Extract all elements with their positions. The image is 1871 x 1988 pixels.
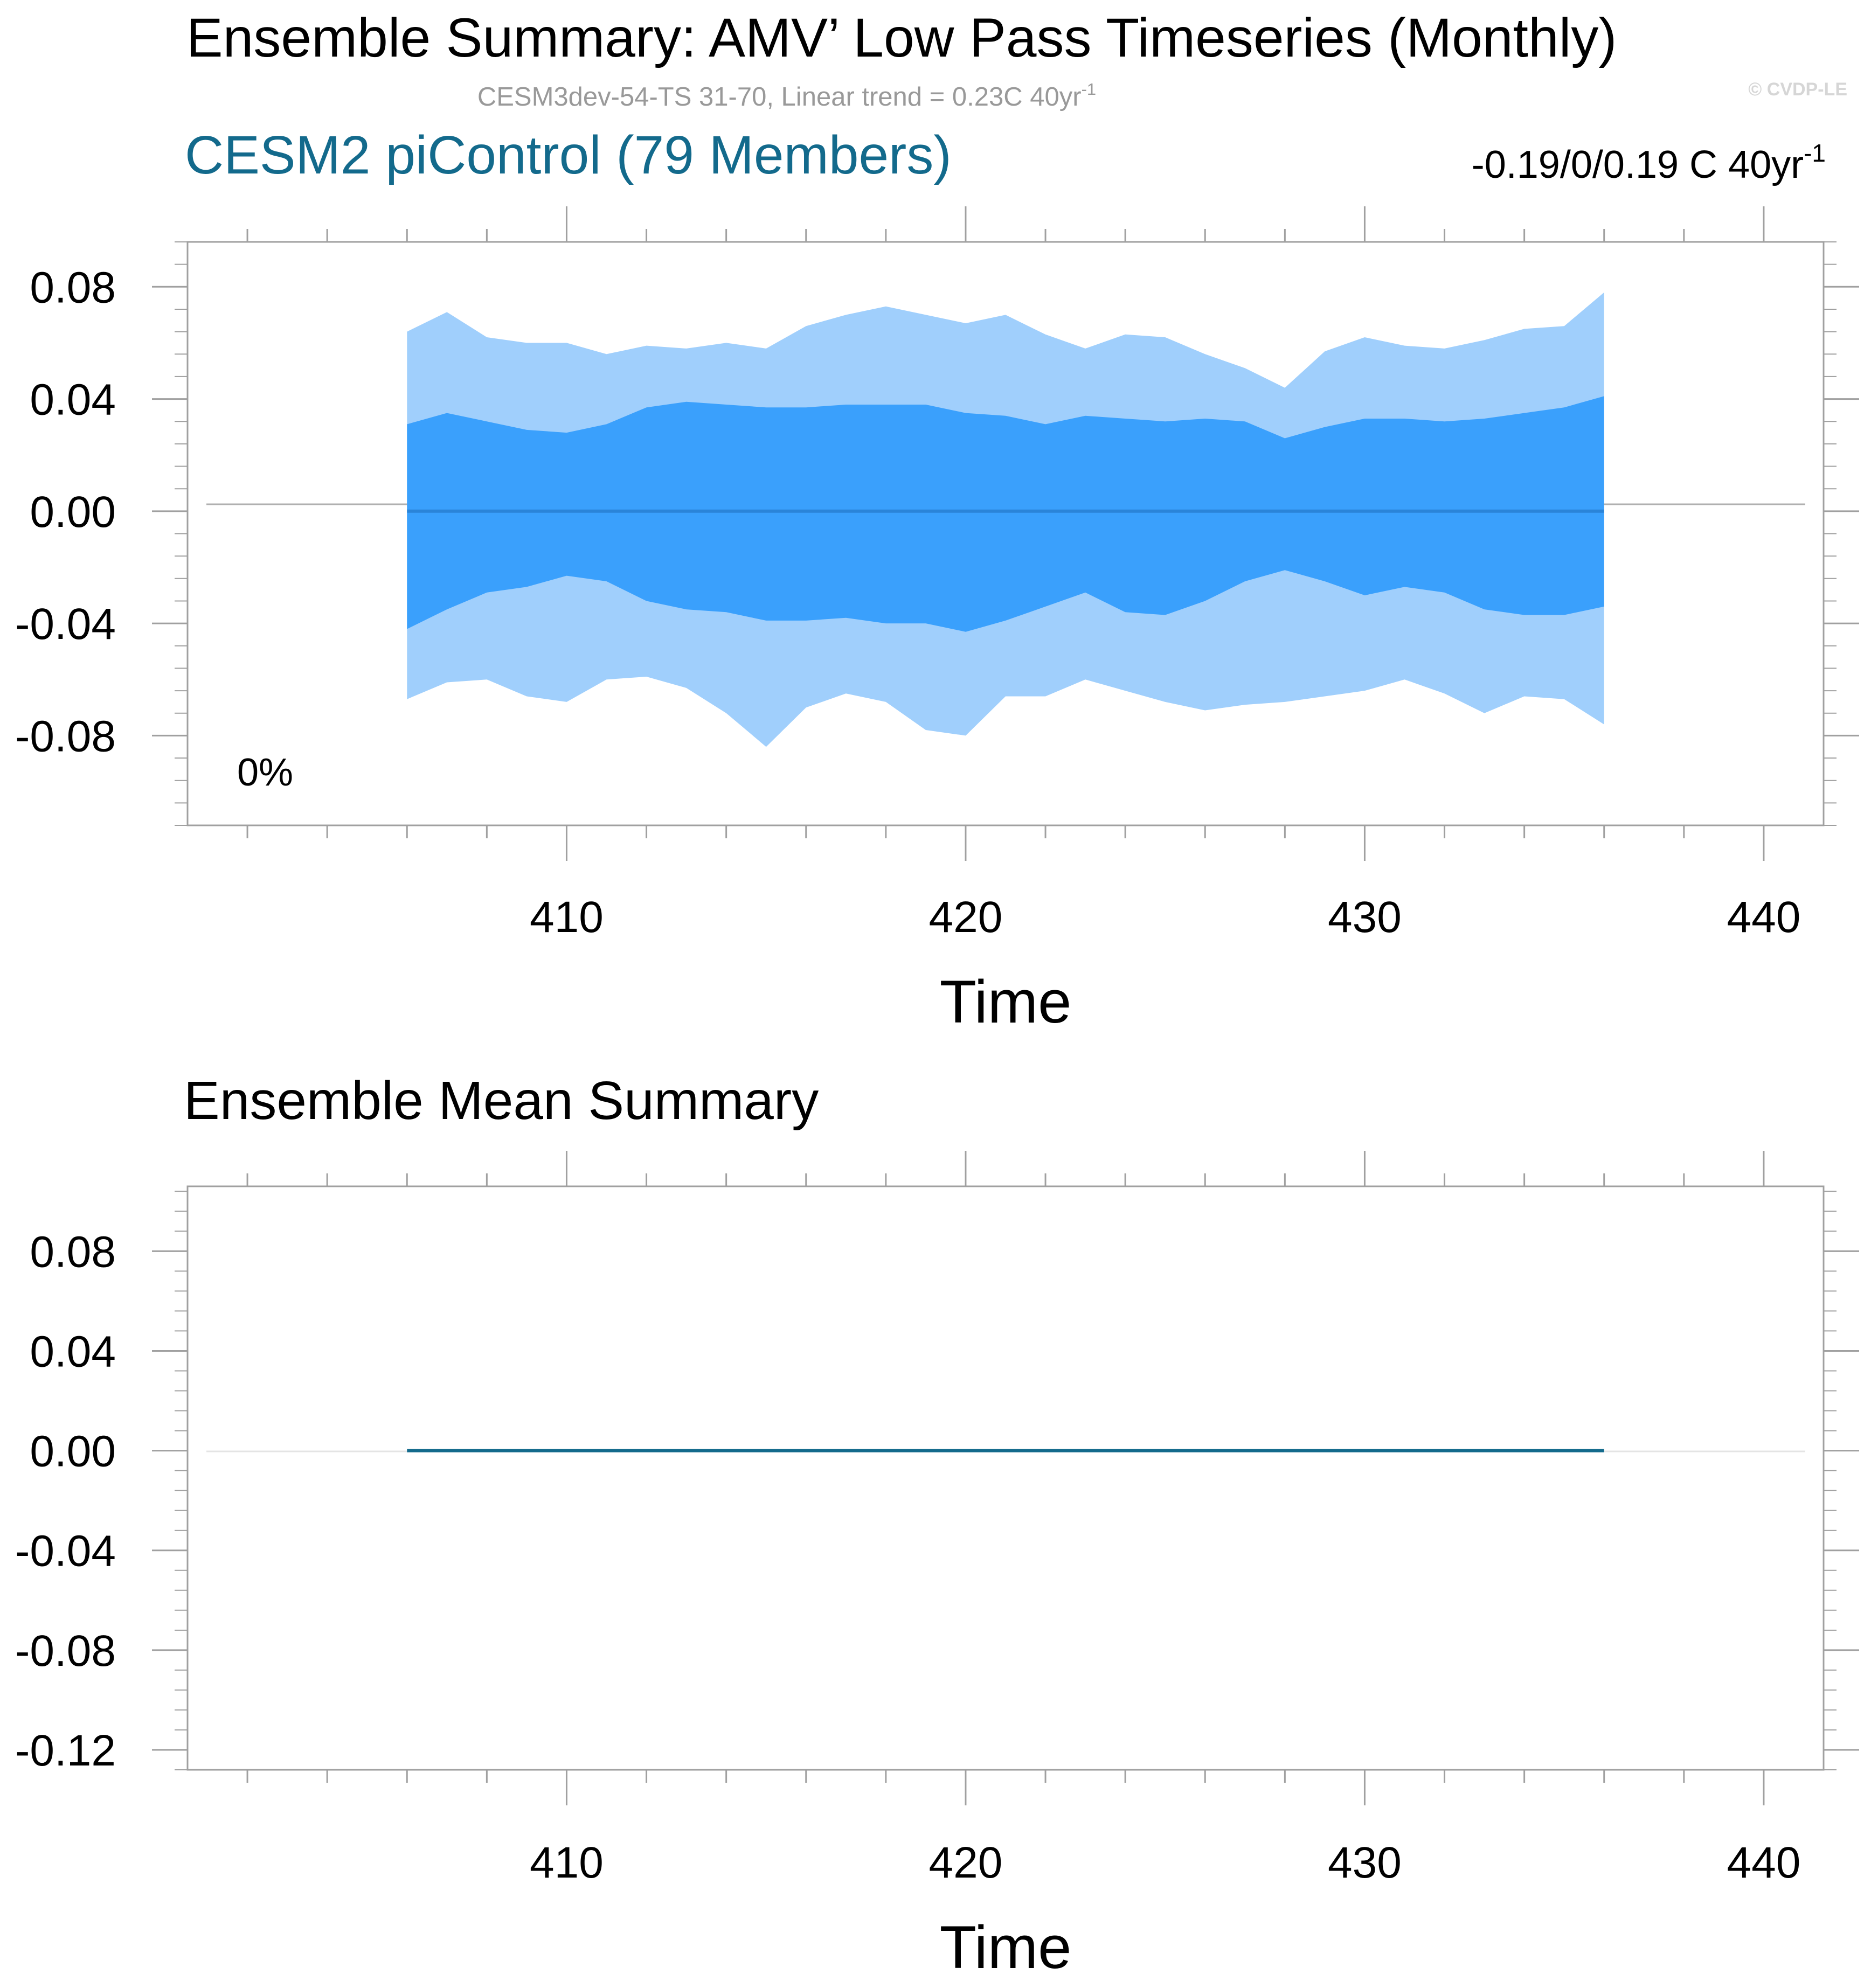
ensemble-spread-panel: CESM2 piControl (79 Members) -0.19/0/0.1… xyxy=(15,125,1859,1035)
x-tick-labels: 410 420 430 440 xyxy=(530,893,1800,942)
subtitle-superscript: -1 xyxy=(1082,80,1097,99)
x-tick-label: 430 xyxy=(1328,1838,1402,1887)
panel-title-top: CESM2 piControl (79 Members) xyxy=(185,125,952,185)
ensemble-mean-panel: Ensemble Mean Summary -0.12 -0.08 -0.04 0.0… xyxy=(15,1071,1859,1981)
inner-percentile-band xyxy=(407,396,1604,632)
percent-label: 0% xyxy=(237,751,293,794)
y-tick-label: -0.08 xyxy=(15,712,116,761)
x-axis-label-bottom: Time xyxy=(940,1914,1072,1981)
x-tick-label: 440 xyxy=(1727,893,1801,942)
y-tick-label: 0.00 xyxy=(30,1427,116,1476)
major-ticks xyxy=(152,1151,1859,1805)
x-tick-labels: 410 420 430 440 xyxy=(530,1838,1800,1887)
y-tick-label: 0.08 xyxy=(30,263,116,312)
y-tick-label: -0.04 xyxy=(15,600,116,649)
trend-range-text: -0.19/0/0.19 C 40yr xyxy=(1472,143,1804,186)
y-tick-label: -0.12 xyxy=(15,1726,116,1775)
y-tick-label: 0.04 xyxy=(30,376,116,425)
y-tick-labels: -0.12 -0.08 -0.04 0.00 0.04 0.08 xyxy=(15,1227,116,1775)
x-axis-label-top: Time xyxy=(940,968,1072,1035)
y-tick-label: 0.08 xyxy=(30,1227,116,1276)
watermark: © CVDP-LE xyxy=(1748,79,1847,100)
x-tick-label: 420 xyxy=(929,893,1003,942)
plot-frame-bottom xyxy=(186,1185,1825,1771)
x-tick-label: 430 xyxy=(1328,893,1402,942)
subtitle-text: CESM3dev-54-TS 31-70, Linear trend = 0.2… xyxy=(477,82,1082,112)
y-tick-label: 0.04 xyxy=(30,1327,116,1376)
minor-ticks xyxy=(175,1173,1837,1783)
y-tick-label: 0.00 xyxy=(30,488,116,537)
x-tick-label: 410 xyxy=(530,1838,604,1887)
plot-frame-top xyxy=(186,241,1825,826)
major-ticks xyxy=(152,206,1859,861)
trend-range-superscript: -1 xyxy=(1804,139,1826,167)
y-tick-labels: -0.08 -0.04 0.00 0.04 0.08 xyxy=(15,263,116,761)
minor-ticks xyxy=(175,229,1837,838)
y-tick-label: -0.04 xyxy=(15,1527,116,1576)
x-tick-label: 410 xyxy=(530,893,604,942)
trend-range-label: -0.19/0/0.19 C 40yr-1 xyxy=(1472,139,1826,186)
figure-subtitle: CESM3dev-54-TS 31-70, Linear trend = 0.2… xyxy=(477,80,1096,112)
y-tick-label: -0.08 xyxy=(15,1626,116,1676)
figure-title: Ensemble Summary: AMV’ Low Pass Timeseri… xyxy=(186,7,1617,68)
panel-title-bottom: Ensemble Mean Summary xyxy=(184,1071,819,1131)
x-tick-label: 440 xyxy=(1727,1838,1801,1887)
x-tick-label: 420 xyxy=(929,1838,1003,1887)
